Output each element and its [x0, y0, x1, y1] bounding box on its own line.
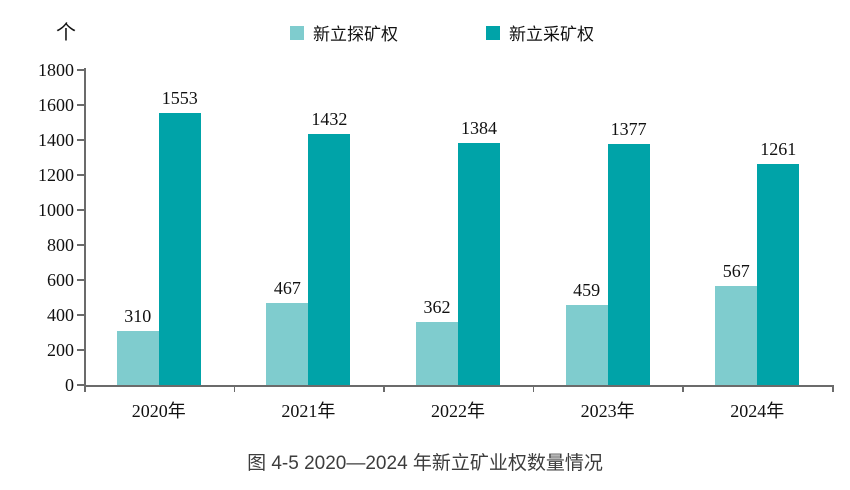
value-label-exploration-rights: 567 — [722, 260, 750, 281]
y-axis-tick — [77, 209, 84, 211]
y-axis-tick — [77, 244, 84, 246]
bar-exploration-rights — [715, 285, 758, 385]
value-label-mining-rights: 1553 — [161, 88, 198, 109]
bar-mining-rights — [308, 134, 351, 385]
y-axis-tick-label: 600 — [47, 270, 74, 290]
bar-exploration-rights — [116, 330, 159, 385]
y-axis-tick — [77, 69, 84, 71]
x-axis-category-label: 2022年 — [431, 401, 485, 421]
x-axis-category-label: 2021年 — [281, 401, 336, 421]
x-axis-tick — [84, 385, 86, 392]
legend-item-mining-rights: 新立采矿权 — [486, 20, 594, 45]
bar-exploration-rights — [565, 304, 608, 385]
bar-exploration-rights — [266, 303, 309, 385]
x-axis-category-label: 2020年 — [131, 401, 186, 421]
value-label-mining-rights: 1432 — [311, 109, 348, 130]
y-axis-tick-label: 1800 — [38, 60, 74, 80]
legend-swatch-exploration-rights — [290, 25, 304, 40]
value-label-exploration-rights: 362 — [423, 296, 451, 317]
y-axis-tick-label: 200 — [47, 340, 74, 360]
y-axis-tick-label: 1000 — [38, 200, 74, 220]
x-axis-tick — [383, 385, 385, 392]
y-axis-tick-label: 1400 — [38, 130, 74, 150]
x-axis-line — [84, 385, 834, 387]
y-axis-tick-label: 400 — [47, 305, 74, 325]
bar-mining-rights — [607, 144, 650, 385]
y-axis-tick-label: 800 — [47, 235, 74, 255]
value-label-mining-rights: 1377 — [610, 119, 647, 140]
y-axis-unit-label: 个 — [56, 22, 76, 44]
y-axis-tick — [77, 174, 84, 176]
value-label-mining-rights: 1261 — [760, 139, 797, 160]
bar-exploration-rights — [416, 321, 458, 385]
legend-label-exploration-rights: 新立探矿权 — [313, 25, 398, 44]
value-label-mining-rights: 1384 — [461, 117, 497, 138]
x-axis-tick — [682, 385, 684, 392]
x-axis-tick — [832, 385, 834, 392]
x-axis-tick — [532, 385, 535, 392]
figure-caption: 图 4-5 2020—2024 年新立矿业权数量情况 — [247, 453, 603, 474]
bar-mining-rights — [158, 113, 201, 385]
y-axis-tick — [77, 279, 84, 281]
y-axis-tick-label: 1600 — [38, 95, 74, 115]
bar-mining-rights — [757, 164, 800, 385]
legend-swatch-mining-rights — [486, 25, 500, 40]
x-axis-category-label: 2024年 — [730, 401, 785, 421]
y-axis-tick — [77, 104, 84, 106]
x-axis-tick — [233, 385, 236, 392]
legend: 新立探矿权 新立采矿权 — [290, 20, 594, 45]
y-axis-tick-label: 0 — [65, 375, 74, 395]
y-axis-tick — [77, 384, 84, 386]
value-label-exploration-rights: 467 — [273, 278, 301, 299]
y-axis-tick — [77, 139, 84, 141]
y-axis-line — [84, 68, 86, 387]
legend-label-mining-rights: 新立采矿权 — [509, 25, 594, 44]
y-axis-tick — [77, 349, 84, 351]
value-label-exploration-rights: 459 — [573, 279, 601, 300]
bar-mining-rights — [458, 142, 500, 385]
legend-item-exploration-rights: 新立探矿权 — [290, 20, 398, 45]
y-axis-tick-label: 1200 — [38, 165, 74, 185]
value-label-exploration-rights: 310 — [124, 305, 152, 326]
y-axis-tick — [77, 314, 84, 316]
x-axis-category-label: 2023年 — [580, 401, 635, 421]
